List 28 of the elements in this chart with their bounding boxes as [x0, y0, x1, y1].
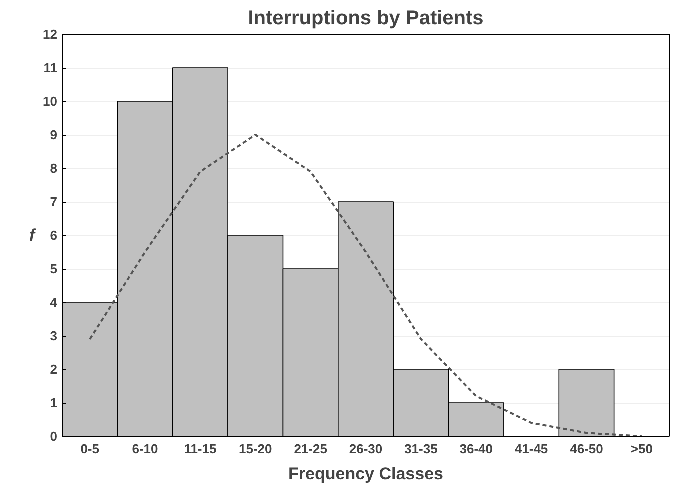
y-tick-label: 11 — [44, 60, 58, 76]
y-tick-label: 3 — [50, 328, 58, 344]
x-tick-label: 6-10 — [132, 442, 158, 456]
y-tick-label: 1 — [50, 396, 58, 410]
y-tick-label: 0 — [50, 429, 58, 444]
x-tick-label: 31-35 — [404, 442, 438, 456]
y-tick-label: 10 — [43, 94, 58, 109]
x-tick-label: 41-45 — [514, 442, 548, 456]
x-tick-label: 0-5 — [80, 442, 100, 456]
x-tick-label: 36-40 — [460, 442, 493, 456]
line-series — [89, 134, 643, 436]
y-tick-label: 12 — [43, 27, 58, 42]
x-tick-label: 26-30 — [349, 442, 383, 456]
chart-title: Interruptions by Patients — [248, 8, 484, 30]
y-tick-label: 8 — [50, 161, 58, 176]
y-tick-label: 5 — [50, 262, 58, 276]
x-tick-label: 21-25 — [294, 442, 328, 456]
y-tick-label: 4 — [50, 295, 58, 310]
y-axis-title: f — [29, 226, 38, 245]
x-tick-label: 15-20 — [239, 442, 272, 456]
x-tick-label: 46-50 — [570, 442, 604, 456]
y-tick-label: 2 — [50, 362, 58, 377]
x-axis-title: Frequency Classes — [288, 464, 444, 484]
y-tick-label: 6 — [50, 228, 58, 243]
x-tick-label: 11-15 — [184, 442, 217, 456]
y-tick-label: 7 — [50, 194, 58, 210]
x-tick-label: >50 — [630, 442, 653, 456]
y-tick-label: 9 — [50, 128, 58, 142]
